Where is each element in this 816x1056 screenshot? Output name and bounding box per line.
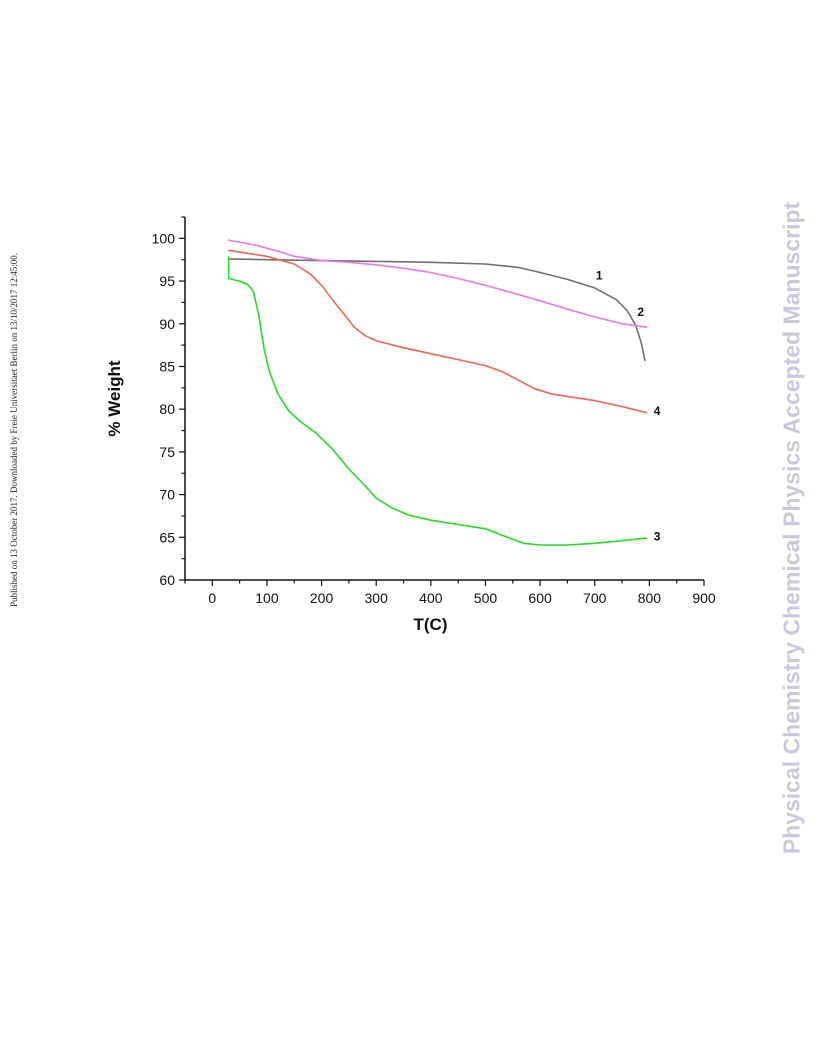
y-tick-label: 90 (159, 316, 175, 332)
series-labels: 1 2 3 4 (596, 268, 661, 543)
chart-axes (184, 217, 704, 581)
x-tick-label: 300 (365, 590, 389, 606)
series-line-2 (227, 239, 648, 328)
x-tick-label: 0 (208, 590, 216, 606)
y-tick-label: 70 (159, 487, 175, 503)
y-axis-title: % Weight (105, 360, 124, 437)
y-tick-label: 60 (159, 572, 175, 588)
y-tick-label: 95 (159, 273, 175, 289)
series-label-2: 2 (637, 305, 644, 319)
x-tick-label: 600 (528, 590, 552, 606)
y-tick-label: 65 (159, 529, 175, 545)
y-tick-label: 75 (159, 444, 175, 460)
y-tick-label: 100 (152, 230, 176, 246)
x-axis-ticks: 0 100 200 300 400 500 600 700 800 900 (184, 580, 716, 606)
series-label-1: 1 (596, 268, 603, 282)
x-axis-title: T(C) (414, 615, 448, 634)
x-tick-label: 400 (419, 590, 443, 606)
series-label-4: 4 (654, 404, 661, 418)
series-line-1 (227, 258, 646, 362)
y-tick-label: 80 (159, 401, 175, 417)
x-tick-label: 200 (310, 590, 334, 606)
x-tick-label: 700 (583, 590, 607, 606)
x-tick-label: 800 (638, 590, 662, 606)
x-tick-label: 500 (474, 590, 498, 606)
series-label-3: 3 (654, 530, 661, 544)
y-tick-label: 85 (159, 358, 175, 374)
x-tick-label: 900 (692, 590, 716, 606)
x-tick-label: 100 (255, 590, 279, 606)
chart-series (227, 239, 648, 546)
series-line-4 (227, 249, 648, 414)
y-axis-ticks: 60 65 70 75 80 85 90 95 100 (152, 216, 185, 588)
series-line-3 (227, 256, 648, 546)
